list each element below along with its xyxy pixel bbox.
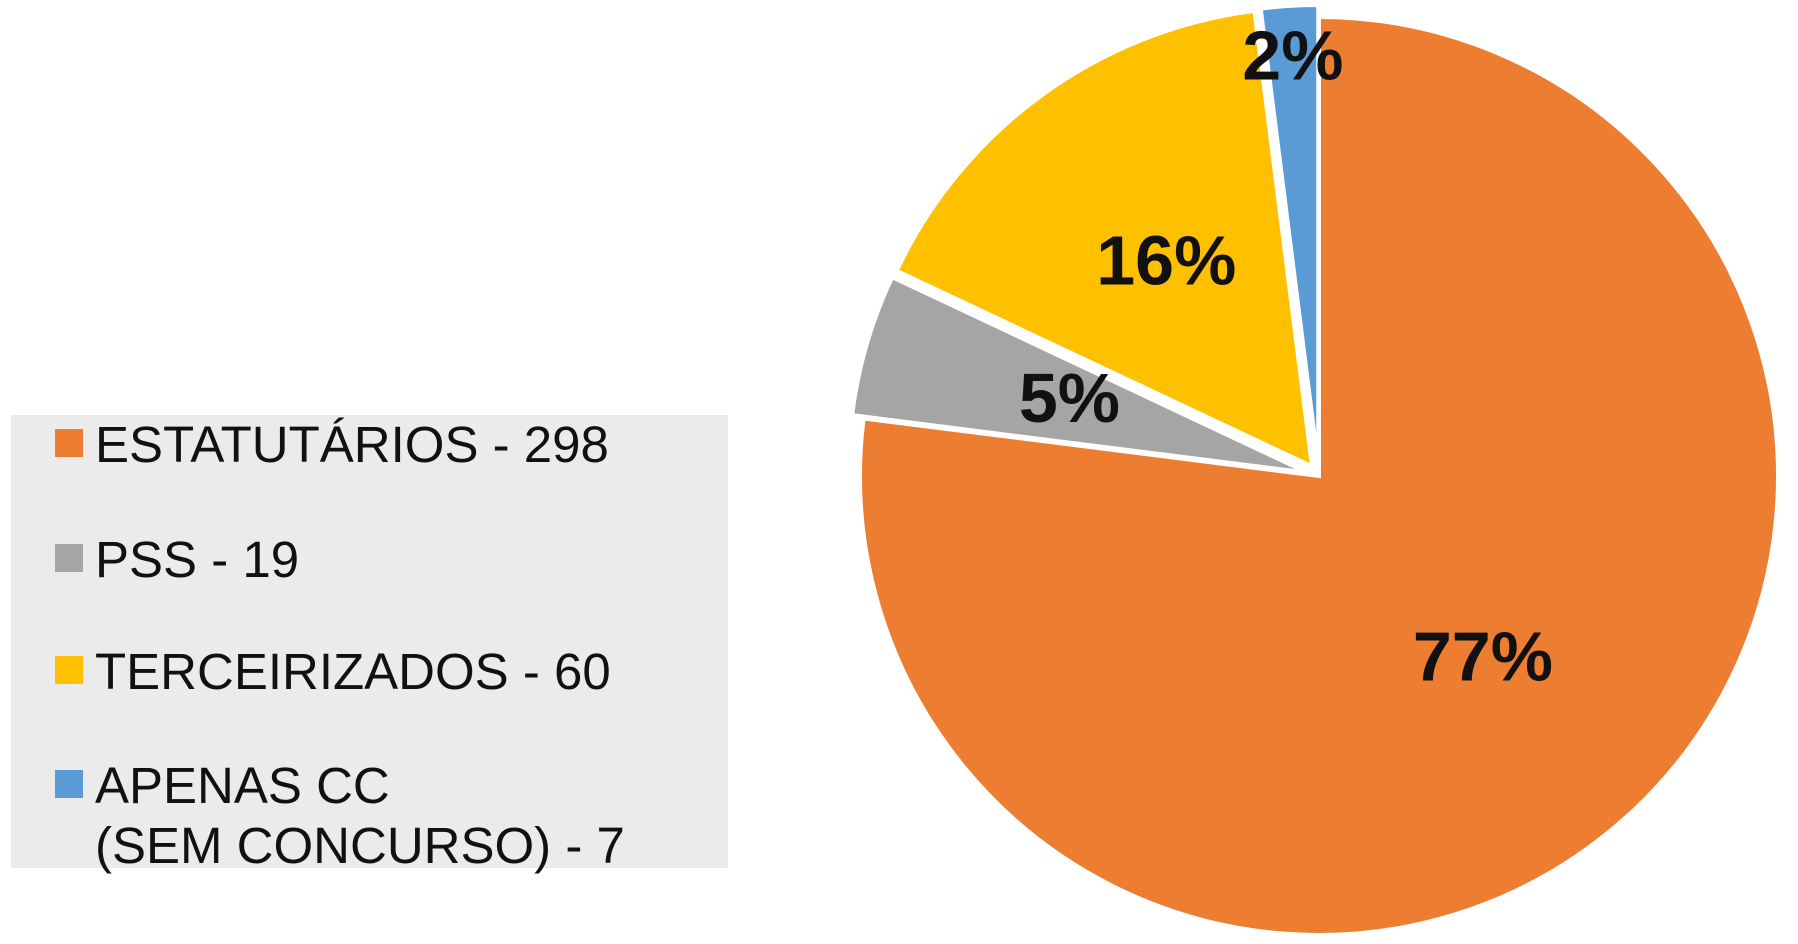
legend-swatch	[55, 429, 83, 457]
legend-entry: APENAS CC (SEM CONCURSO) - 7	[55, 756, 625, 876]
legend-entry: PSS - 19	[55, 530, 299, 590]
legend-label: ESTATUTÁRIOS - 298	[95, 416, 609, 473]
legend-entry: ESTATUTÁRIOS - 298	[55, 415, 609, 475]
legend: ESTATUTÁRIOS - 298 PSS - 19 TERCEIRIZADOS …	[11, 415, 728, 874]
slice-label: 77%	[1413, 617, 1553, 695]
legend-swatch	[55, 770, 83, 798]
legend-label: APENAS CC (SEM CONCURSO) - 7	[95, 757, 625, 874]
slice-label: 16%	[1096, 221, 1236, 299]
legend-swatch	[55, 656, 83, 684]
pie-slice	[1258, 3, 1321, 465]
pie-slice	[893, 8, 1315, 470]
legend-label: TERCEIRIZADOS - 60	[95, 643, 611, 700]
legend-entry: TERCEIRIZADOS - 60	[55, 642, 611, 702]
slice-label: 5%	[1019, 359, 1120, 437]
slice-label: 2%	[1242, 16, 1343, 94]
legend-swatch	[55, 544, 83, 572]
pie-slice	[849, 274, 1309, 475]
legend-label: PSS - 19	[95, 531, 300, 588]
pie-slice	[858, 14, 1780, 937]
